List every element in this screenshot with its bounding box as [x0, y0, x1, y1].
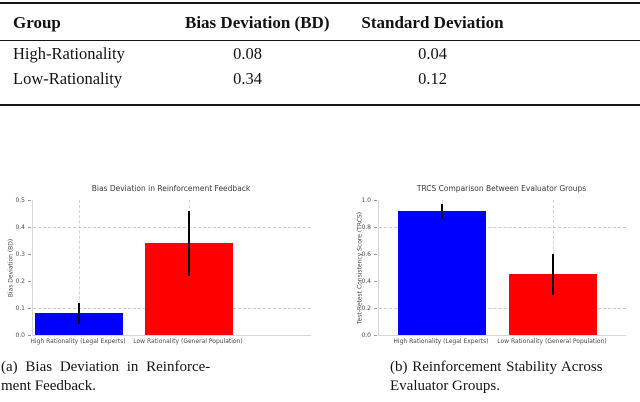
y-tick-mark	[374, 200, 377, 201]
table-row: High-Rationality 0.08 0.04	[0, 41, 640, 67]
y-tick-label: 0.2	[15, 277, 25, 285]
y-tick-label: 1.0	[361, 196, 371, 204]
y-tick-label: 0.0	[361, 331, 371, 339]
cell-bd: 0.08	[233, 44, 262, 63]
chart-trcs-comparison: TRCS Comparison Between Evaluator Groups…	[320, 176, 640, 356]
plot-area	[378, 200, 626, 336]
y-gridline	[33, 227, 311, 228]
bar-high-rationality	[35, 313, 123, 335]
error-bar	[188, 210, 190, 276]
plot-area	[32, 200, 311, 336]
y-tick-label: 0.8	[361, 223, 371, 231]
chart-title: Bias Deviation in Reinforcement Feedback	[91, 184, 251, 193]
y-gridline	[379, 227, 626, 228]
y-tick-mark	[28, 308, 31, 309]
y-axis-label: Bias Deviation (BD)	[7, 238, 15, 297]
caption-line: Evaluator Groups.	[390, 377, 500, 394]
caption-line: (b) Reinforcement Stability Across	[390, 359, 603, 375]
y-tick-mark	[374, 335, 377, 336]
y-tick-label: 0.0	[15, 331, 25, 339]
caption-line: (a) Bias Deviation in Reinforce-	[1, 359, 211, 375]
cell-group: High-Rationality	[13, 44, 125, 63]
col-header-bias-deviation: Bias Deviation (BD)	[185, 3, 330, 41]
col-header-group: Group	[0, 3, 185, 41]
table-row: Low-Rationality 0.34 0.12	[0, 66, 640, 105]
y-tick-mark	[374, 281, 377, 282]
table-header-row: Group Bias Deviation (BD) Standard Devia…	[0, 3, 640, 41]
cell-sd: 0.04	[418, 44, 447, 63]
y-gridline	[379, 308, 626, 309]
bar-high-rationality	[398, 210, 486, 335]
error-bar	[552, 254, 554, 295]
y-tick-label: 0.5	[15, 196, 25, 204]
caption-line: ment Feedback.	[1, 377, 96, 394]
y-tick-mark	[374, 308, 377, 309]
cell-group: Low-Rationality	[13, 69, 123, 88]
error-bar	[441, 204, 443, 218]
cell-sd: 0.12	[418, 69, 447, 88]
x-tick-label: High Rationality (Legal Experts)	[393, 338, 489, 345]
y-tick-mark	[28, 281, 31, 282]
chart-title: TRCS Comparison Between Evaluator Groups	[416, 184, 587, 193]
y-tick-label: 0.4	[15, 223, 25, 231]
results-table: Group Bias Deviation (BD) Standard Devia…	[0, 2, 640, 106]
y-tick-mark	[28, 227, 31, 228]
x-tick-label: Low Rationality (General Population)	[133, 338, 243, 345]
y-tick-label: 0.6	[361, 250, 371, 258]
y-tick-label: 0.2	[361, 304, 371, 312]
col-header-spacer	[555, 3, 640, 41]
col-header-standard-deviation: Standard Deviation	[310, 3, 555, 41]
y-tick-mark	[374, 227, 377, 228]
y-tick-mark	[28, 335, 31, 336]
y-tick-mark	[28, 254, 31, 255]
chart-bias-deviation: Bias Deviation in Reinforcement Feedback…	[0, 176, 320, 356]
cell-bd: 0.34	[233, 69, 262, 88]
group-deviation-table: Group Bias Deviation (BD) Standard Devia…	[0, 2, 640, 106]
error-bar	[78, 302, 80, 325]
y-tick-mark	[28, 200, 31, 201]
subcaption-a: (a) Bias Deviation in Reinforce- ment Fe…	[1, 358, 251, 395]
figure-row: Bias Deviation in Reinforcement Feedback…	[0, 176, 640, 356]
x-tick-label: Low Rationality (General Population)	[497, 338, 607, 345]
y-axis-label: Test-Retest Consistency Score (TRCS)	[356, 211, 364, 324]
y-tick-label: 0.1	[15, 304, 25, 312]
y-tick-label: 0.4	[361, 277, 371, 285]
x-tick-label: High Rationality (Legal Experts)	[30, 338, 126, 345]
y-tick-mark	[374, 254, 377, 255]
y-tick-label: 0.3	[15, 250, 25, 258]
x-gridline	[79, 200, 80, 335]
subcaption-b: (b) Reinforcement Stability Across Evalu…	[390, 358, 640, 395]
